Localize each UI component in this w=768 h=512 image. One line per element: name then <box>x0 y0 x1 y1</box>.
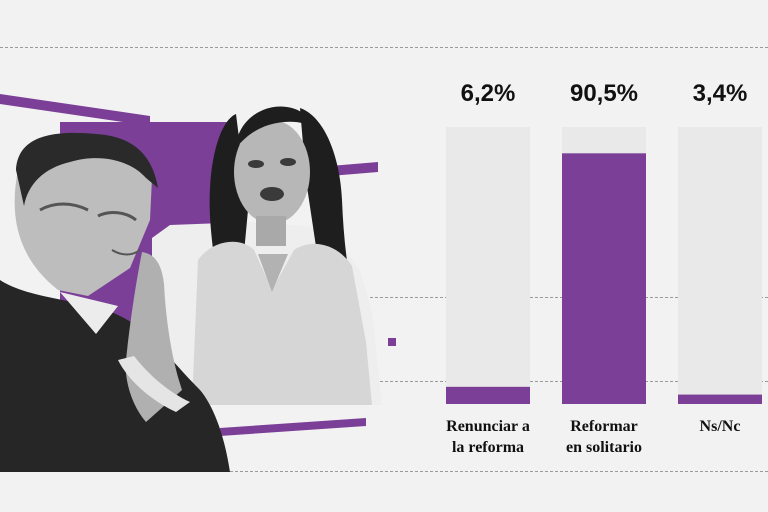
bar-track <box>678 127 762 404</box>
value-label: 6,2% <box>460 80 516 107</box>
man-in-suit-photo <box>0 132 230 472</box>
accent-stroke-bottom <box>220 418 366 436</box>
bar <box>562 153 646 404</box>
accent-tick <box>388 338 396 346</box>
value-label: 3,4% <box>692 80 748 107</box>
photo-collage <box>0 94 396 472</box>
accent-stroke-right <box>330 162 378 176</box>
accent-stroke-top <box>0 94 150 126</box>
bar <box>678 394 762 404</box>
category-label: Reformar en solitario <box>566 418 642 456</box>
bar <box>446 386 530 404</box>
gridline-top <box>0 47 768 48</box>
value-label: 90,5% <box>569 80 639 107</box>
category-label: Ns/Nc <box>699 418 741 435</box>
gridline-bottom <box>0 471 768 472</box>
category-label: Renunciar a la reforma <box>446 418 530 456</box>
woman-speaking-photo <box>152 106 382 405</box>
bar-track <box>446 127 530 404</box>
